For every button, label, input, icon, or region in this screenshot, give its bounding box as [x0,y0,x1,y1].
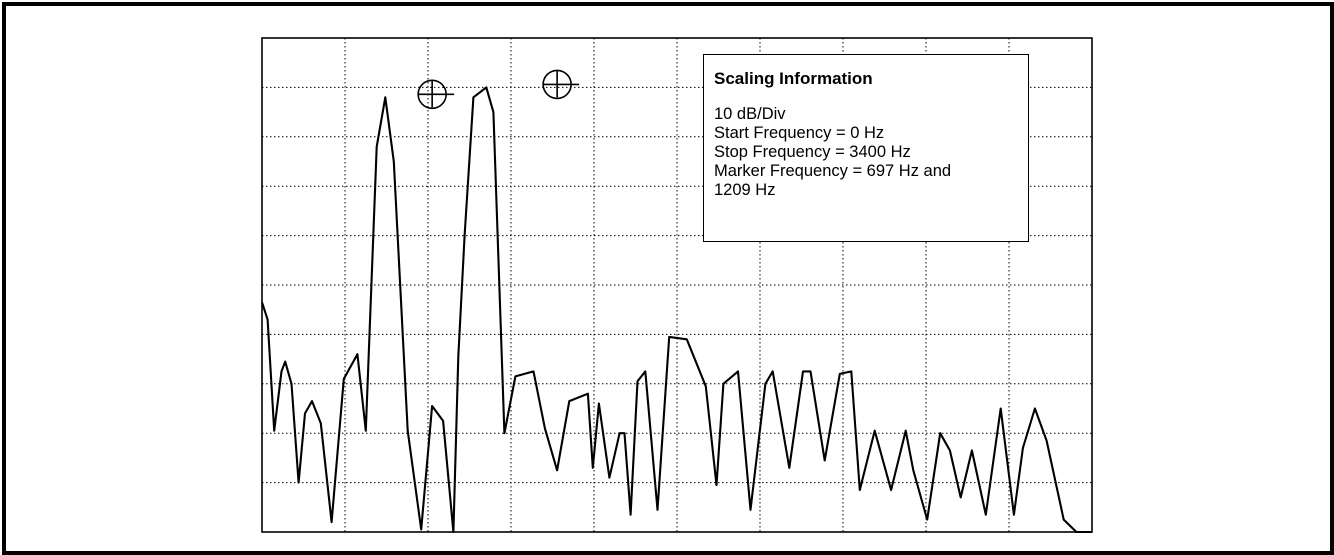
plot-area-border [261,37,1093,533]
markers [417,69,580,110]
spectrum-chart [261,37,1093,534]
scaling-information-box: Scaling Information 10 dB/Div Start Freq… [703,54,1029,242]
scaling-marker-frequency: Marker Frequency = 697 Hz and [714,162,952,180]
scaling-start-frequency: Start Frequency = 0 Hz [714,124,885,142]
scaling-dB-per-div: 10 dB/Div [714,105,786,123]
marker-697-crosshair [417,79,455,110]
scaling-marker-frequency-cont: 1209 Hz [714,181,776,199]
spectrum-trace [261,86,1092,534]
scaling-information-title: Scaling Information [714,69,873,88]
marker-1209-crosshair [542,69,580,100]
scaling-stop-frequency: Stop Frequency = 3400 Hz [714,143,911,161]
